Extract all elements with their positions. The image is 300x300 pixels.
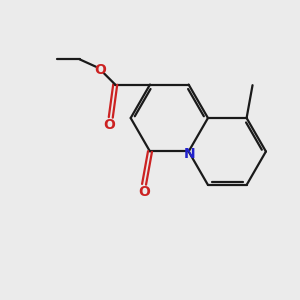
Text: O: O <box>103 118 115 132</box>
Text: N: N <box>183 147 195 161</box>
Text: O: O <box>138 185 150 199</box>
Text: O: O <box>94 63 106 77</box>
